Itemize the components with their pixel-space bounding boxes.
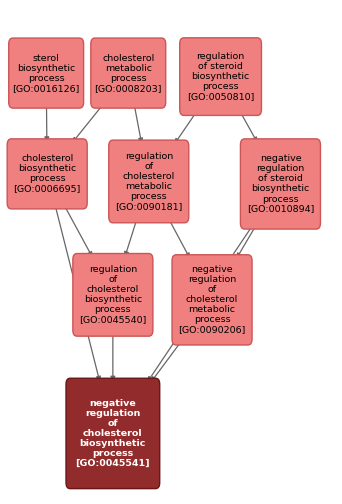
Text: cholesterol
biosynthetic
process
[GO:0006695]: cholesterol biosynthetic process [GO:000… [13, 154, 81, 194]
FancyBboxPatch shape [66, 378, 160, 489]
Text: regulation
of
cholesterol
biosynthetic
process
[GO:0045540]: regulation of cholesterol biosynthetic p… [79, 265, 147, 325]
FancyBboxPatch shape [91, 38, 166, 108]
Text: regulation
of
cholesterol
metabolic
process
[GO:0090181]: regulation of cholesterol metabolic proc… [115, 152, 183, 211]
Text: cholesterol
metabolic
process
[GO:0008203]: cholesterol metabolic process [GO:000820… [94, 53, 162, 93]
Text: negative
regulation
of steroid
biosynthetic
process
[GO:0010894]: negative regulation of steroid biosynthe… [247, 154, 314, 214]
FancyBboxPatch shape [9, 38, 83, 108]
Text: regulation
of steroid
biosynthetic
process
[GO:0050810]: regulation of steroid biosynthetic proce… [187, 52, 254, 101]
FancyBboxPatch shape [109, 140, 189, 223]
FancyBboxPatch shape [172, 255, 252, 345]
Text: negative
regulation
of
cholesterol
metabolic
process
[GO:0090206]: negative regulation of cholesterol metab… [178, 265, 246, 335]
FancyBboxPatch shape [240, 139, 320, 229]
FancyBboxPatch shape [73, 254, 153, 336]
Text: negative
regulation
of
cholesterol
biosynthetic
process
[GO:0045541]: negative regulation of cholesterol biosy… [76, 399, 150, 468]
Text: sterol
biosynthetic
process
[GO:0016126]: sterol biosynthetic process [GO:0016126] [12, 53, 80, 93]
FancyBboxPatch shape [180, 38, 261, 115]
FancyBboxPatch shape [7, 139, 87, 209]
